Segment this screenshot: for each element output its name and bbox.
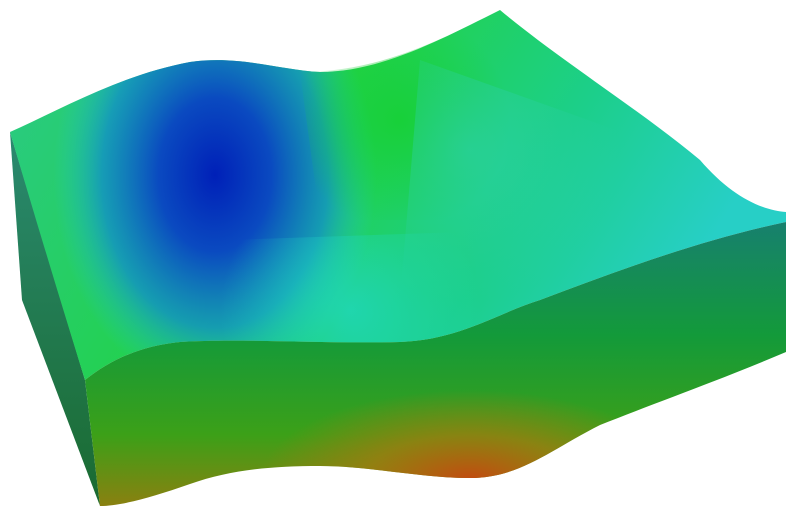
top-surface (10, 10, 786, 380)
left-face (10, 132, 100, 506)
front-face-shade (85, 222, 786, 506)
